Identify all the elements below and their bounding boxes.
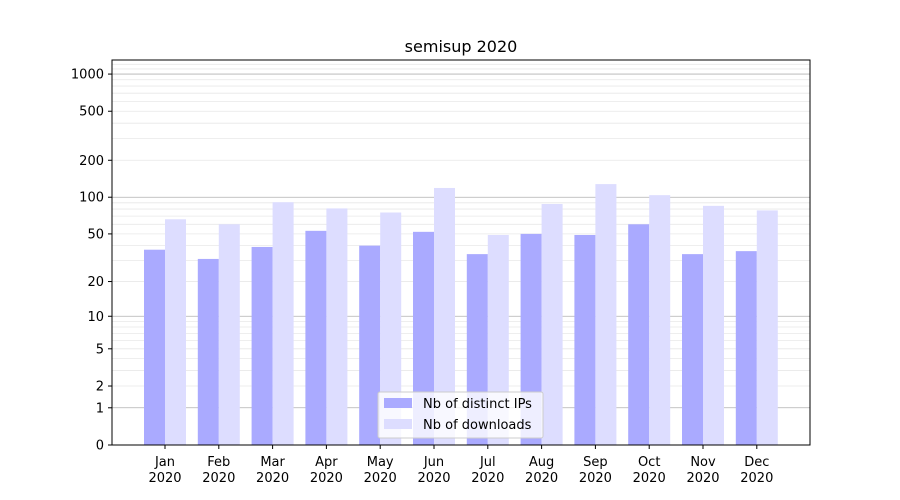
bar-downloads <box>272 202 294 445</box>
x-tick-label: Dec 2020 <box>740 455 773 486</box>
chart-title: semisup 2020 <box>405 37 518 56</box>
bar-downloads <box>595 184 617 445</box>
plot-frame <box>111 59 811 446</box>
y-tick-label: 10 <box>87 310 104 325</box>
bar-distinct-ips <box>735 251 757 445</box>
y-tick-label: 5 <box>96 342 104 357</box>
bar-distinct-ips <box>305 230 327 445</box>
bar-downloads <box>218 224 240 445</box>
y-tick-label: 1 <box>96 401 104 416</box>
x-tick-label: Sep 2020 <box>579 455 612 486</box>
bar-downloads <box>756 210 778 445</box>
x-tick-label: Aug 2020 <box>525 455 558 486</box>
legend-label-distinct-ips: Nb of distinct IPs <box>423 397 532 412</box>
x-tick-label: Oct 2020 <box>633 455 666 486</box>
y-tick-label: 100 <box>79 191 104 206</box>
bar-distinct-ips <box>359 245 381 445</box>
grid-lines <box>112 63 810 409</box>
y-tick-label: 20 <box>87 275 104 290</box>
x-tick-label: Jul 2020 <box>471 455 504 486</box>
bar-downloads <box>703 205 724 445</box>
bar-downloads <box>380 212 402 445</box>
x-axis: Jan 2020 Feb 2020 Mar 2020 Apr 2020 May 2020 Jun 20… <box>148 445 773 486</box>
y-tick-label: 50 <box>87 227 104 242</box>
legend-swatch-distinct-ips <box>384 398 412 408</box>
bar-downloads <box>541 204 563 445</box>
bars <box>144 184 778 446</box>
y-tick-label: 2 <box>96 380 104 395</box>
x-tick-label: Jun 2020 <box>417 455 450 486</box>
y-tick-label: 0 <box>96 439 104 454</box>
bar-downloads <box>326 208 348 445</box>
bar-downloads <box>649 195 671 445</box>
x-tick-label: Mar 2020 <box>256 455 289 486</box>
x-tick-label: Apr 2020 <box>310 455 343 486</box>
x-tick-label: May 2020 <box>364 455 397 486</box>
y-axis: 0 1 2 5 10 20 50 100 200 500 1000 <box>71 68 112 454</box>
bar-distinct-ips <box>574 234 596 445</box>
x-tick-label: Nov 2020 <box>686 455 719 486</box>
legend-swatch-downloads <box>384 419 412 429</box>
x-tick-label: Jan 2020 <box>148 455 181 486</box>
bar-downloads <box>165 219 186 445</box>
x-tick-label: Feb 2020 <box>202 455 235 486</box>
bar-distinct-ips <box>144 249 165 445</box>
legend-label-downloads: Nb of downloads <box>423 418 532 433</box>
bar-distinct-ips <box>682 254 703 445</box>
bar-distinct-ips <box>628 224 650 445</box>
y-tick-label: 500 <box>79 105 104 120</box>
bar-distinct-ips <box>197 258 219 445</box>
y-tick-label: 1000 <box>71 68 104 83</box>
y-tick-label: 200 <box>79 154 104 169</box>
legend: Nb of distinct IPs Nb of downloads <box>377 391 544 439</box>
legend-box <box>377 391 544 439</box>
bar-distinct-ips <box>251 246 273 445</box>
bar-downloads <box>434 187 455 446</box>
